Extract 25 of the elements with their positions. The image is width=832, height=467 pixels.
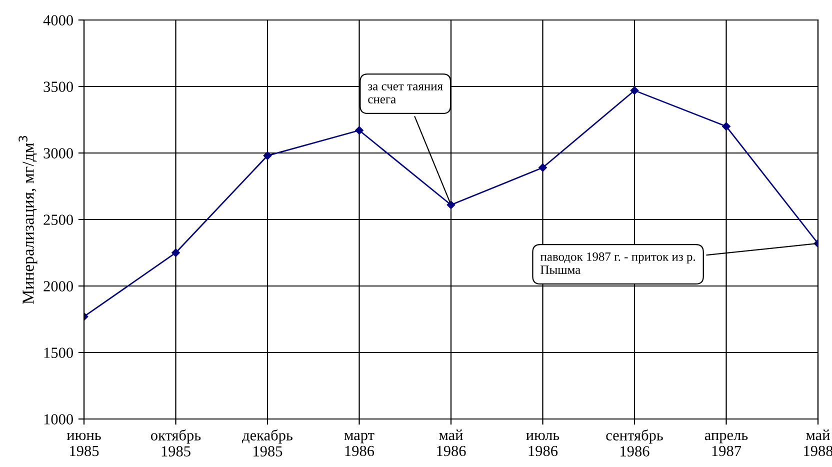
point [172, 248, 180, 257]
y-tick-label: 3000 [44, 148, 73, 158]
point [263, 152, 272, 160]
x-tick-label: октябрь 1985 [150, 429, 201, 456]
x-tick-label: апрель 1987 [704, 432, 748, 456]
point [722, 122, 730, 131]
y-tick-label: 3500 [44, 82, 73, 92]
y-tick-label: 1000 [44, 414, 73, 424]
x-tick-label: декабрь 1985 [242, 429, 292, 456]
annotation: паводок 1987 г. - приток из р. Пышма [540, 252, 696, 274]
y-tick-label: 2000 [44, 281, 73, 292]
x-tick-label: июнь 1985 [66, 432, 101, 456]
y-tick-label: 2500 [44, 214, 73, 225]
y-tick-label: 4000 [43, 15, 73, 26]
point [355, 126, 364, 135]
x-tick-label: март 1986 [344, 432, 374, 456]
y-tick-label: 1500 [44, 348, 73, 358]
point [538, 164, 547, 172]
y-axis-title: Минерализация, мг/дм$^{3}$ [18, 136, 38, 304]
point [446, 200, 456, 209]
x-tick-label: июль 1986 [526, 432, 560, 456]
x-tick-label: май 1986 [437, 430, 466, 456]
point [630, 86, 639, 95]
annotation: за счет таяния снега [368, 84, 443, 104]
x-tick-label: сентябрь 1986 [606, 429, 663, 456]
